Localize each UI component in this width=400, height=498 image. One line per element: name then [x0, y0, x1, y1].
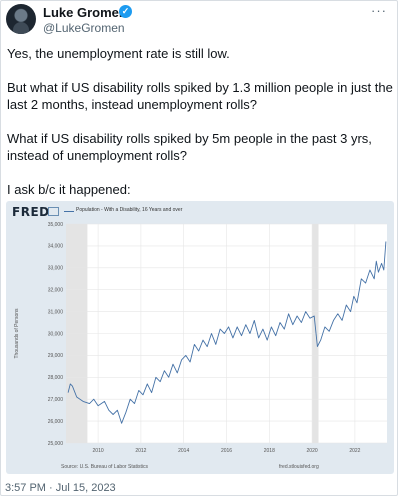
tweet-paragraph: Yes, the unemployment rate is still low.: [7, 46, 230, 61]
x-tick-label: 2018: [264, 448, 275, 454]
y-axis-label: Thousands of Persons: [14, 308, 20, 359]
y-tick-label: 29,000: [48, 353, 64, 359]
author-handle[interactable]: @LukeGromen: [43, 21, 125, 35]
y-tick-label: 25,000: [48, 441, 64, 447]
y-tick-label: 32,000: [48, 288, 64, 294]
x-tick-label: 2010: [93, 448, 104, 454]
y-tick-label: 33,000: [48, 266, 64, 272]
author-name[interactable]: Luke Gromen: [43, 5, 127, 20]
y-tick-label: 27,000: [48, 397, 64, 403]
more-options-icon[interactable]: ···: [371, 3, 387, 18]
tweet-paragraph: What if US disability rolls spiked by 5m…: [7, 131, 372, 163]
legend-label: Population - With a Disability, 16 Years…: [76, 207, 183, 213]
x-tick-label: 2022: [349, 448, 360, 454]
line-chart: 25,000 26,000 27,000 28,000 29,000 30,000 31,0…: [14, 222, 387, 454]
chart-url[interactable]: fred.stlouisfed.org: [279, 464, 319, 470]
chart-source: Source: U.S. Bureau of Labor Statistics: [61, 464, 148, 470]
tweet-timestamp[interactable]: 3:57 PM · Jul 15, 2023: [5, 482, 116, 494]
x-tick-label: 2020: [307, 448, 318, 454]
x-tick-label: 2014: [178, 448, 189, 454]
y-tick-label: 34,000: [48, 244, 64, 250]
chart-image[interactable]: FRED Population - With a Disability, 16 …: [6, 201, 394, 474]
fred-chart-icon: [48, 207, 59, 216]
x-tick-label: 2016: [221, 448, 232, 454]
tweet-text: Yes, the unemployment rate is still low.…: [7, 45, 393, 215]
y-tick-label: 30,000: [48, 331, 64, 337]
y-tick-label: 26,000: [48, 419, 64, 425]
y-tick-label: 35,000: [48, 222, 64, 228]
avatar[interactable]: [6, 4, 36, 34]
x-tick-label: 2012: [135, 448, 146, 454]
y-tick-label: 31,000: [48, 309, 64, 315]
tweet-paragraph: But what if US disability rolls spiked b…: [7, 80, 393, 112]
series-line: [67, 241, 387, 424]
tweet-paragraph: I ask b/c it happened:: [7, 182, 131, 197]
y-tick-label: 28,000: [48, 375, 64, 381]
verified-badge-icon: ✓: [119, 5, 132, 18]
legend-swatch: [64, 211, 74, 212]
fred-logo: FRED: [12, 205, 50, 219]
